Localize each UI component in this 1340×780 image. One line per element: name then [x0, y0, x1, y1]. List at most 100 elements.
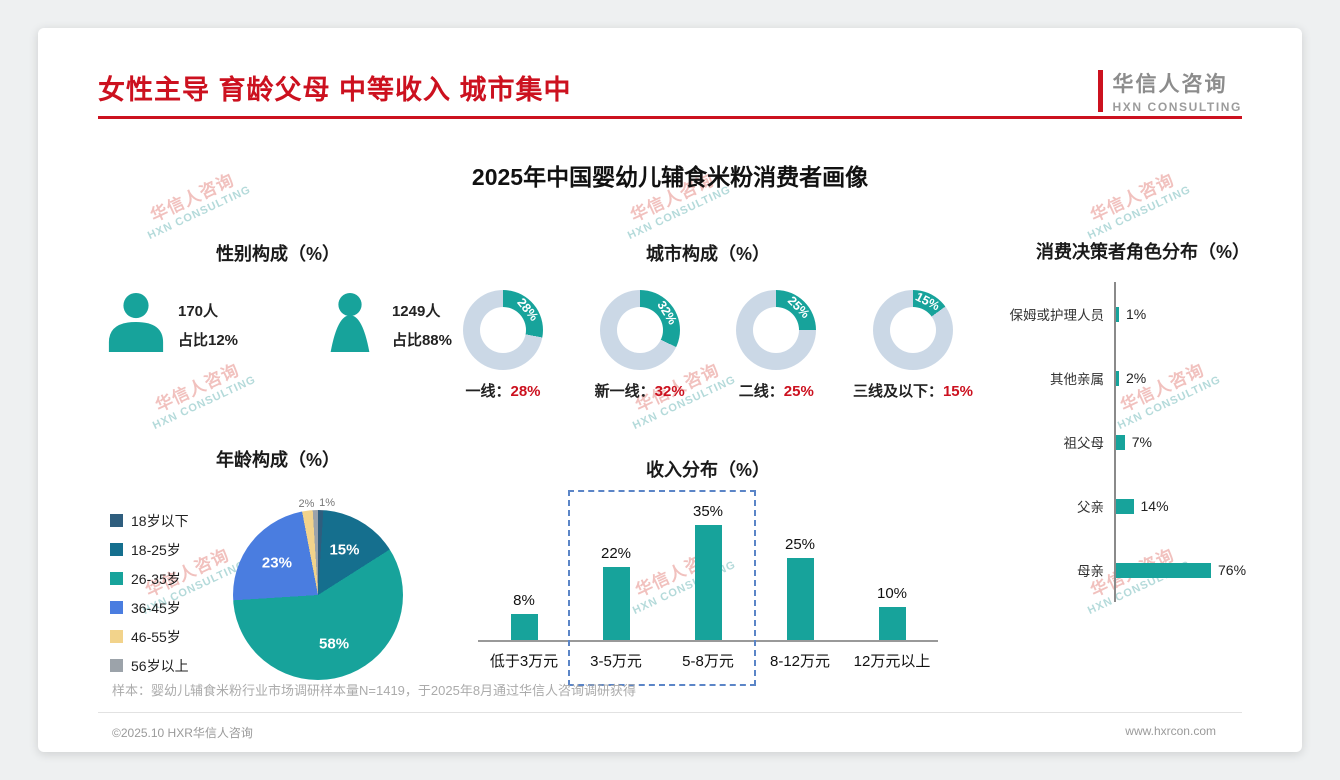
- city-tier-label: 新一线：: [594, 383, 655, 400]
- gender-items: 170人 占比12% 1249人 占比88%: [98, 292, 458, 352]
- logo-mark: [1098, 70, 1104, 112]
- gender-count: 1249人: [391, 303, 441, 320]
- role-value: 2%: [1126, 370, 1147, 386]
- pie-slice-label: 23%: [261, 554, 292, 572]
- watermark-line1: 华信人咨询: [152, 360, 243, 416]
- role-value: 7%: [1131, 434, 1152, 450]
- role-bar: [1116, 370, 1119, 386]
- income-bar: [510, 613, 538, 640]
- role-track: 1%: [1114, 282, 1298, 346]
- income-bar-column: 35%: [662, 502, 754, 640]
- donut-label: 三线及以下：15%: [853, 380, 973, 401]
- income-category-label: 5-8万元: [682, 653, 734, 670]
- legend-swatch: [110, 630, 123, 643]
- watermark-line2: HXN CONSULTING: [626, 183, 733, 242]
- income-bars: 8% 22% 35% 25% 10%: [478, 492, 938, 642]
- logo-text: 华信人咨询 HXN CONSULTING: [1112, 68, 1242, 114]
- role-label: 母亲: [1077, 564, 1104, 579]
- website-text: www.hxrcon.com: [1125, 724, 1216, 738]
- income-category-label: 3-5万元: [590, 653, 642, 670]
- donut-label: 新一线：32%: [595, 380, 685, 401]
- city-tier-label: 一线：: [465, 383, 511, 400]
- watermark-line2: HXN CONSULTING: [146, 183, 253, 242]
- income-category-label: 8-12万元: [769, 653, 831, 670]
- donut-label: 一线：28%: [465, 380, 540, 401]
- city-tier-label: 三线及以下：: [852, 383, 943, 400]
- gender-item: 170人 占比12%: [104, 292, 238, 352]
- age-legend: 18岁以下 18-25岁 26-35岁 36-45岁 46-55岁 56岁以上: [110, 506, 189, 680]
- legend-item: 56岁以上: [110, 651, 189, 680]
- decision-maker-bar-chart: 保姆或护理人员 1% 其他亲属 2% 祖父母 7% 父亲 14% 母亲 76%: [988, 282, 1298, 602]
- gender-stats: 1249人 占比88%: [392, 300, 452, 350]
- income-category-label: 低于3万元: [489, 653, 559, 670]
- male-icon: [104, 292, 168, 352]
- income-bar-column: 8%: [478, 592, 570, 640]
- income-section: 收入分布（%） 8% 22% 35% 25% 10% 低于3万元 3-5万元 5-8万元 8-…: [478, 456, 938, 686]
- income-title: 收入分布（%）: [645, 460, 770, 480]
- gender-section: 性别构成（%） 170人 占比12% 1249人 占比88%: [98, 240, 458, 352]
- role-value: 1%: [1126, 306, 1147, 322]
- donut-hole: [753, 307, 800, 353]
- role-track: 76%: [1114, 538, 1298, 602]
- gender-share: 占比12%: [178, 332, 239, 349]
- chart-main-title: 2025年中国婴幼儿辅食米粉消费者画像: [471, 164, 869, 190]
- city-donut-group: 32% 新一线：32%: [575, 290, 705, 401]
- logo-name: 华信人咨询: [1112, 73, 1228, 96]
- legend-swatch: [110, 543, 123, 556]
- legend-swatch: [110, 514, 123, 527]
- watermark-line2: HXN CONSULTING: [1086, 183, 1193, 242]
- role-bar: [1116, 306, 1119, 322]
- donut-chart: 25%: [736, 290, 817, 370]
- legend-label: 56岁以上: [131, 657, 189, 674]
- age-pie-labels: 15% 58% 23% 2% 1%: [233, 497, 403, 680]
- income-bar-column: 22%: [570, 545, 662, 640]
- decision-maker-title: 消费决策者角色分布（%）: [1035, 242, 1250, 262]
- donut-label: 二线：25%: [739, 380, 814, 401]
- legend-item: 26-35岁: [110, 564, 189, 593]
- role-label: 其他亲属: [1050, 372, 1104, 387]
- company-logo: 华信人咨询 HXN CONSULTING: [1098, 68, 1242, 114]
- donut-percentage: 15%: [913, 289, 942, 314]
- donut-percentage: 28%: [514, 295, 542, 324]
- pie-slice-label: 58%: [319, 635, 350, 653]
- gender-stats: 170人 占比12%: [178, 300, 238, 350]
- donut-chart: 28%: [463, 290, 543, 370]
- pie-slice-label: 1%: [319, 497, 336, 510]
- legend-label: 18-25岁: [131, 541, 181, 558]
- legend-swatch: [110, 659, 123, 672]
- income-bar: [878, 607, 906, 640]
- income-bar: [602, 567, 630, 640]
- title-underline: [98, 116, 1242, 119]
- bar-value-label: 22%: [600, 545, 632, 563]
- donut-percentage: 32%: [654, 298, 680, 328]
- role-bar: [1116, 498, 1134, 514]
- role-value: 76%: [1218, 562, 1247, 578]
- income-bar-chart: 8% 22% 35% 25% 10% 低于3万元 3-5万元 5-8万元 8-12万元 12万元…: [478, 490, 938, 686]
- role-row: 父亲 14%: [988, 474, 1298, 538]
- income-bar-column: 25%: [754, 535, 846, 640]
- footer: ©2025.10 HXR华信人咨询 www.hxrcon.com: [112, 724, 1216, 741]
- city-donut-group: 15% 三线及以下：15%: [848, 290, 978, 401]
- city-tier-value: 25%: [783, 383, 814, 400]
- watermark-line2: HXN CONSULTING: [151, 373, 258, 432]
- sample-note: 样本：婴幼儿辅食米粉行业市场调研样本量N=1419，于2025年8月通过华信人咨…: [112, 683, 637, 698]
- donut-chart: 15%: [872, 289, 953, 370]
- bar-value-label: 25%: [784, 535, 816, 553]
- income-bar-column: 10%: [846, 585, 938, 640]
- role-row: 保姆或护理人员 1%: [988, 282, 1298, 346]
- city-tier-value: 28%: [510, 383, 541, 400]
- legend-item: 46-55岁: [110, 622, 189, 651]
- role-row: 其他亲属 2%: [988, 346, 1298, 410]
- role-value: 14%: [1140, 498, 1169, 514]
- city-tier-value: 15%: [942, 383, 973, 400]
- donut-hole: [889, 307, 936, 353]
- role-row: 祖父母 7%: [988, 410, 1298, 474]
- city-title: 城市构成（%）: [645, 244, 770, 264]
- age-title: 年龄构成（%）: [215, 450, 340, 470]
- bar-value-label: 35%: [692, 502, 724, 520]
- role-track: 14%: [1114, 474, 1298, 538]
- legend-item: 18岁以下: [110, 506, 189, 535]
- logo-subtitle: HXN CONSULTING: [1112, 100, 1242, 114]
